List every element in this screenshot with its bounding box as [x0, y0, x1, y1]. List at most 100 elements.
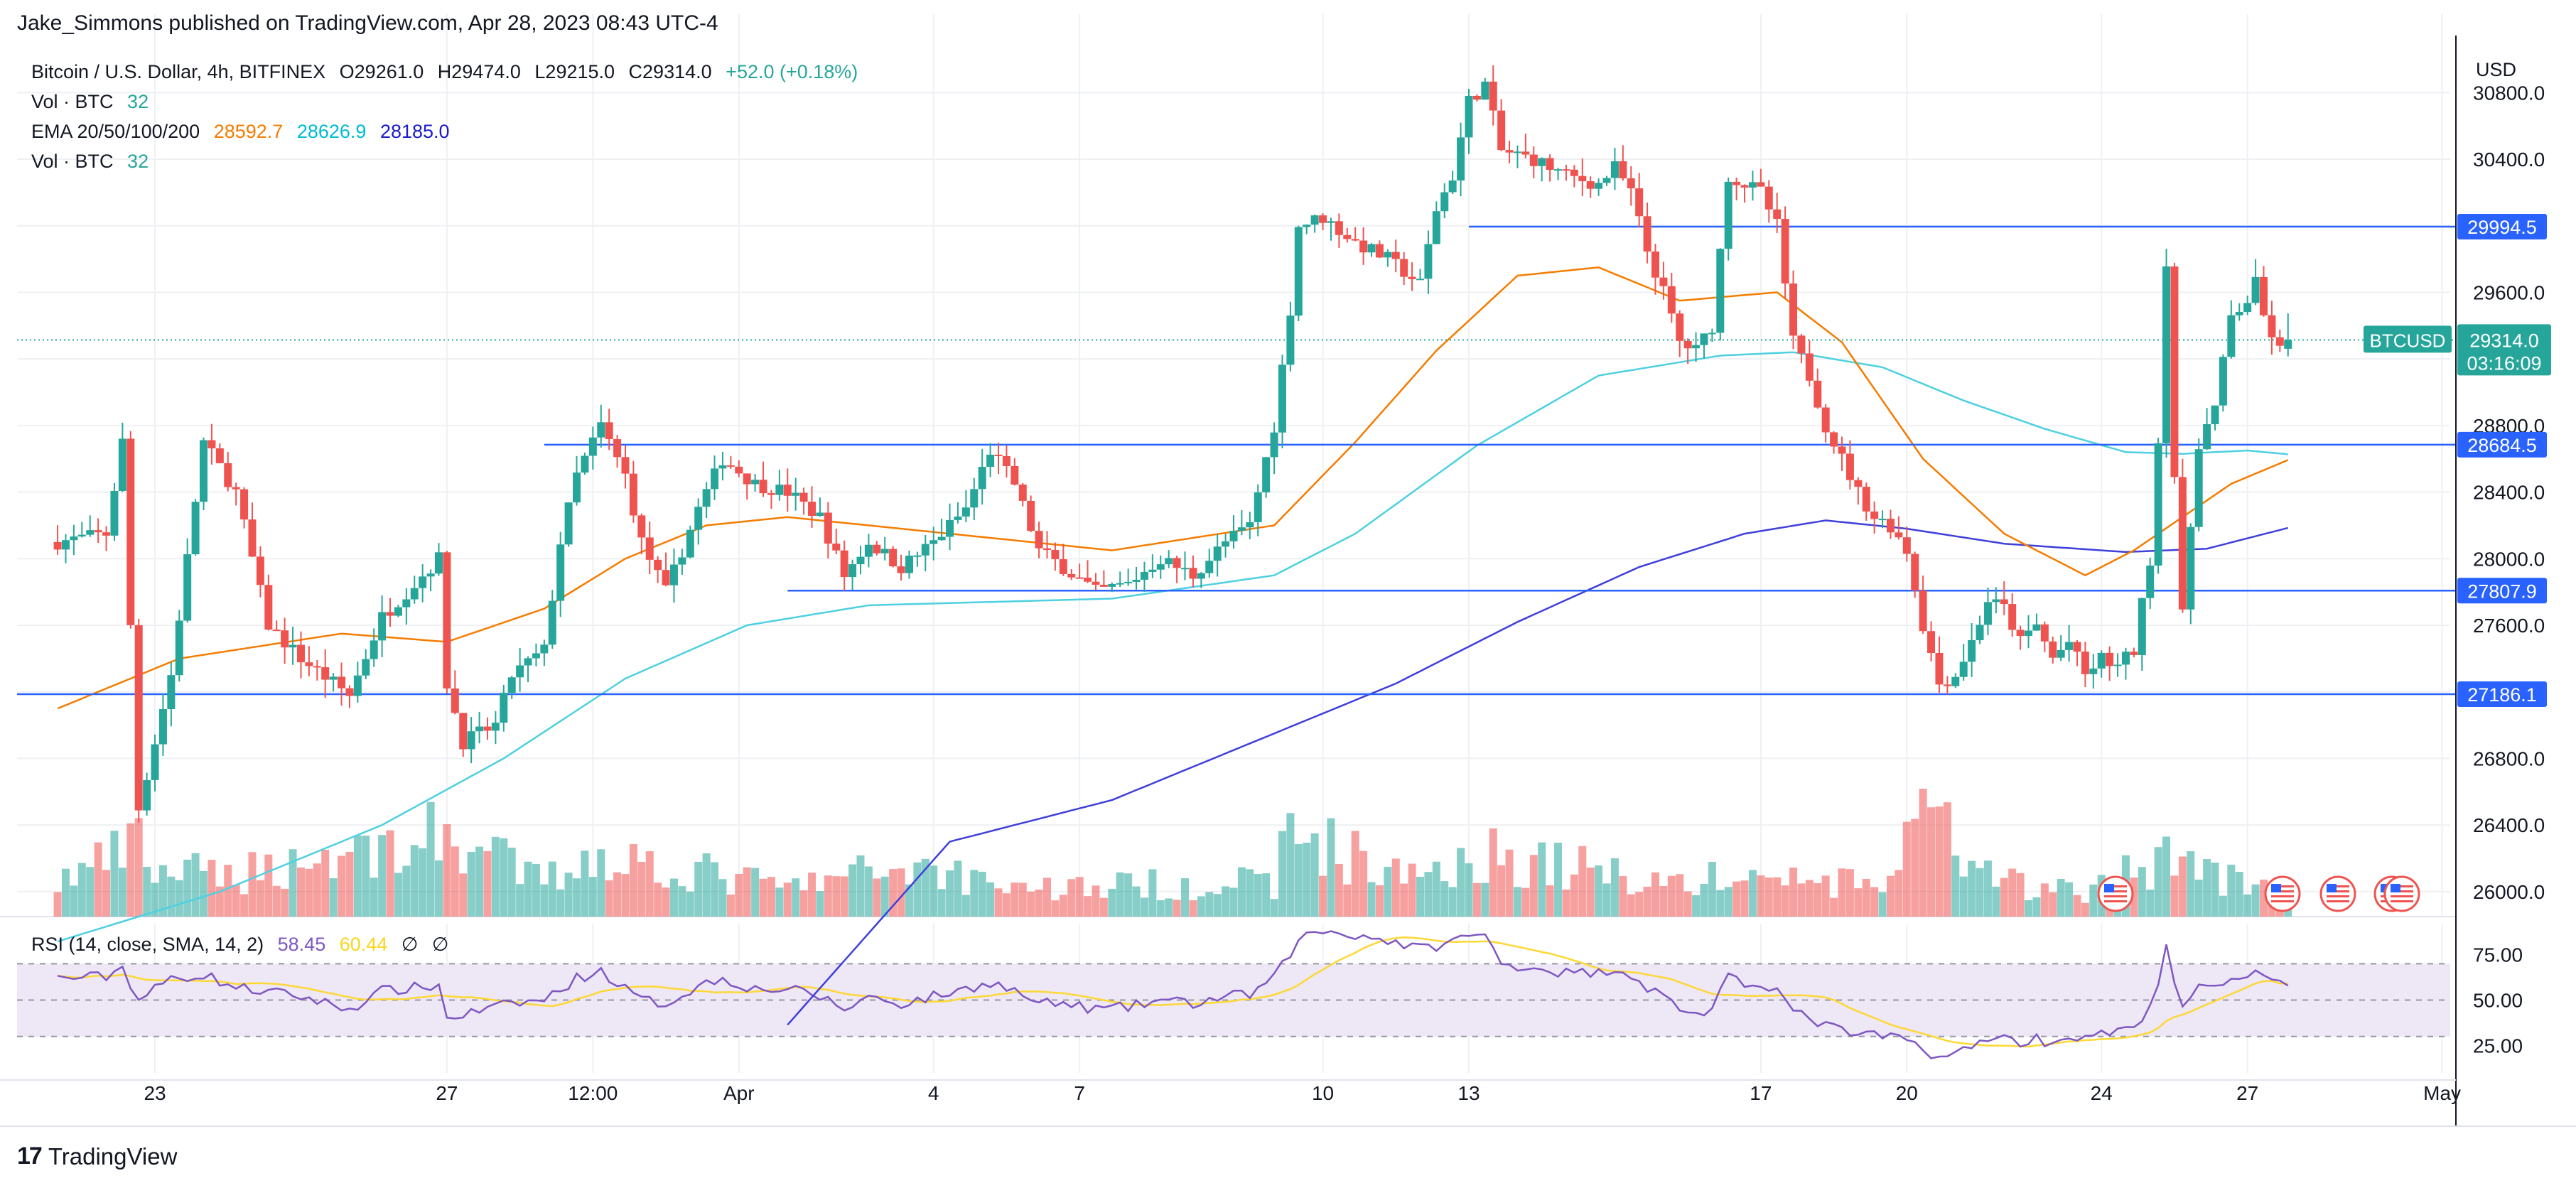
candle-body[interactable]	[581, 455, 589, 473]
candle-body[interactable]	[1075, 577, 1084, 579]
candle-body[interactable]	[1116, 583, 1124, 585]
candle-body[interactable]	[2170, 266, 2179, 477]
candle-body[interactable]	[588, 437, 597, 456]
candle-body[interactable]	[1465, 95, 1473, 138]
candle-body[interactable]	[937, 536, 946, 541]
candle-body[interactable]	[2178, 477, 2187, 610]
candle-body[interactable]	[2065, 642, 2074, 650]
candle-body[interactable]	[1351, 239, 1359, 241]
candle-body[interactable]	[1805, 353, 1814, 381]
candle-body[interactable]	[281, 630, 289, 648]
candle-body[interactable]	[1165, 558, 1173, 565]
candle-body[interactable]	[215, 448, 224, 463]
date-tick-label[interactable]: May	[2423, 1082, 2461, 1104]
candle-body[interactable]	[1424, 244, 1433, 279]
price-tick-label[interactable]: 28000.0	[2473, 548, 2545, 570]
candle-body[interactable]	[1205, 561, 1214, 573]
candle-body[interactable]	[1140, 571, 1148, 580]
candle-body[interactable]	[1035, 531, 1043, 549]
candle-body[interactable]	[1927, 631, 1936, 654]
candle-body[interactable]	[1911, 554, 1919, 591]
candle-body[interactable]	[402, 599, 411, 608]
candle-body[interactable]	[1246, 522, 1254, 528]
candle-body[interactable]	[1254, 492, 1262, 522]
candle-body[interactable]	[1773, 209, 1782, 220]
symbol-legend[interactable]: Bitcoin / U.S. Dollar, 4h, BITFINEX O292…	[31, 61, 866, 83]
candle-body[interactable]	[1278, 364, 1286, 433]
rsi-legend[interactable]: RSI (14, close, SMA, 14, 2) 58.45 60.44 …	[31, 934, 457, 956]
date-tick-label[interactable]: 24	[2091, 1082, 2113, 1104]
candle-body[interactable]	[2089, 668, 2098, 674]
candle-body[interactable]	[735, 466, 743, 474]
candle-body[interactable]	[1902, 537, 1911, 554]
candle-body[interactable]	[1375, 244, 1384, 258]
candle-body[interactable]	[1099, 584, 1108, 587]
candle-body[interactable]	[296, 644, 305, 663]
candle-body[interactable]	[897, 566, 905, 573]
candle-body[interactable]	[2162, 266, 2171, 443]
candle-body[interactable]	[1748, 182, 1757, 188]
candle-body[interactable]	[1432, 211, 1440, 244]
candle-body[interactable]	[678, 557, 686, 565]
candle-body[interactable]	[1878, 519, 1887, 521]
volume-legend-2[interactable]: Vol · BTC 32	[31, 151, 157, 173]
candle-body[interactable]	[151, 744, 159, 780]
candle-body[interactable]	[921, 544, 929, 556]
candle-body[interactable]	[2040, 624, 2049, 642]
candle-body[interactable]	[256, 556, 264, 585]
date-tick-label[interactable]: 27	[436, 1082, 458, 1104]
candle-body[interactable]	[743, 473, 751, 485]
candle-body[interactable]	[191, 502, 200, 555]
candle-body[interactable]	[1042, 548, 1051, 550]
candle-body[interactable]	[1538, 158, 1546, 166]
candle-body[interactable]	[783, 485, 792, 496]
candle-body[interactable]	[240, 489, 249, 520]
candle-body[interactable]	[775, 485, 784, 495]
candle-body[interactable]	[1440, 192, 1449, 212]
candle-body[interactable]	[2194, 449, 2203, 527]
candle-body[interactable]	[1310, 215, 1319, 225]
candle-body[interactable]	[1546, 158, 1554, 171]
candle-body[interactable]	[1286, 315, 1295, 365]
candle-body[interactable]	[1229, 531, 1238, 541]
candle-body[interactable]	[167, 675, 176, 710]
candle-body[interactable]	[208, 440, 216, 448]
candle-body[interactable]	[183, 554, 192, 621]
candle-body[interactable]	[1359, 240, 1368, 253]
candle-body[interactable]	[126, 438, 135, 625]
candle-body[interactable]	[1497, 110, 1506, 151]
candle-body[interactable]	[2219, 357, 2227, 406]
candle-body[interactable]	[1968, 639, 1976, 662]
candle-body[interactable]	[1237, 527, 1246, 531]
candle-body[interactable]	[110, 490, 119, 536]
candle-body[interactable]	[1627, 178, 1635, 189]
us-flag-icon[interactable]	[2319, 875, 2356, 912]
candle-body[interactable]	[362, 659, 370, 676]
candle-body[interactable]	[1830, 432, 1838, 447]
candle-body[interactable]	[880, 549, 889, 554]
candle-body[interactable]	[70, 536, 78, 541]
candle-body[interactable]	[1716, 249, 1725, 333]
candle-body[interactable]	[1391, 252, 1400, 259]
ema-legend[interactable]: EMA 20/50/100/200 28592.7 28626.9 28185.…	[31, 121, 458, 143]
candle-body[interactable]	[313, 666, 321, 668]
candle-body[interactable]	[994, 454, 1003, 456]
candle-body[interactable]	[1181, 568, 1190, 570]
candle-body[interactable]	[1562, 169, 1570, 171]
candle-body[interactable]	[702, 489, 711, 507]
candle-body[interactable]	[264, 585, 273, 630]
candle-body[interactable]	[978, 466, 986, 490]
rsi-tick-label[interactable]: 25.00	[2473, 1035, 2523, 1057]
candle-body[interactable]	[1862, 487, 1870, 512]
candle-body[interactable]	[1400, 259, 1408, 277]
candle-body[interactable]	[1513, 151, 1521, 153]
candle-body[interactable]	[2275, 337, 2284, 346]
candle-body[interactable]	[1059, 559, 1067, 574]
candle-body[interactable]	[1343, 234, 1352, 239]
candle-body[interactable]	[1992, 599, 2000, 603]
candle-body[interactable]	[605, 422, 613, 440]
candle-body[interactable]	[1018, 484, 1027, 501]
candle-body[interactable]	[662, 570, 670, 585]
date-tick-label[interactable]: 17	[1750, 1082, 1772, 1104]
candle-body[interactable]	[824, 512, 832, 544]
